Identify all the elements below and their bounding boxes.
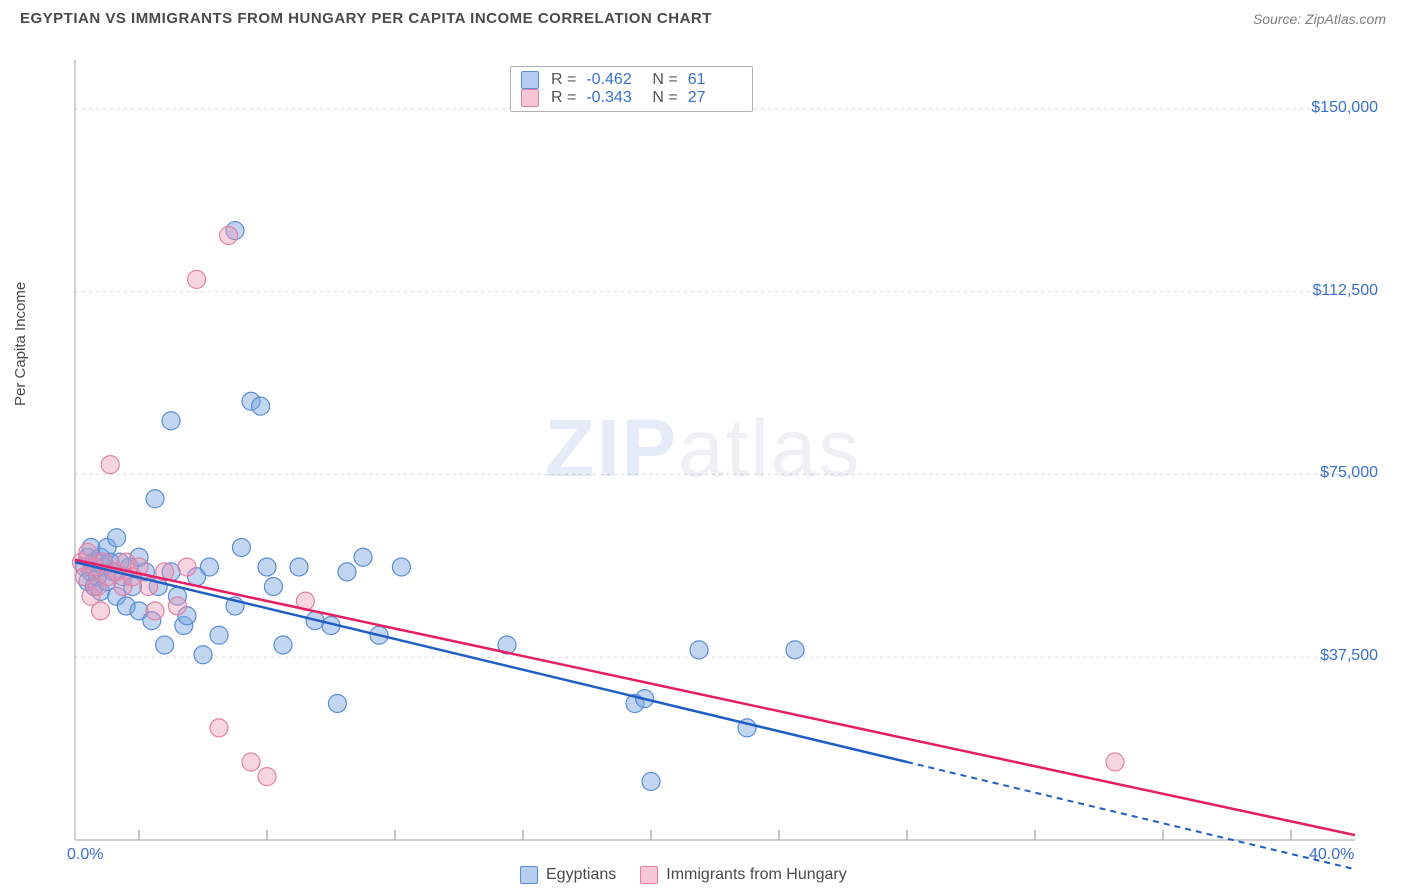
y-tick-label: $150,000: [1311, 99, 1378, 117]
legend-row: R = -0.462 N = 61: [521, 71, 742, 89]
r-label: R =: [551, 89, 576, 107]
series-legend: Egyptians Immigrants from Hungary: [520, 866, 847, 884]
n-label: N =: [652, 71, 677, 89]
n-label: N =: [652, 89, 677, 107]
legend-swatch-icon: [521, 71, 539, 89]
y-tick-label: $112,500: [1312, 282, 1378, 300]
r-value: -0.462: [586, 71, 640, 89]
r-value: -0.343: [586, 89, 640, 107]
x-tick-label: 40.0%: [1309, 846, 1354, 864]
n-value: 61: [688, 71, 742, 89]
series-name: Egyptians: [546, 866, 616, 884]
series-legend-item: Egyptians: [520, 866, 616, 884]
y-tick-label: $37,500: [1320, 647, 1378, 665]
legend-swatch-icon: [640, 866, 658, 884]
y-axis-label: Per Capita Income: [12, 282, 29, 406]
correlation-legend: R = -0.462 N = 61 R = -0.343 N = 27: [510, 66, 753, 112]
chart-area: Per Capita Income ZIPatlas R =-0.462 N =…: [20, 40, 1386, 892]
x-tick-label: 0.0%: [67, 846, 103, 864]
series-legend-item: Immigrants from Hungary: [640, 866, 847, 884]
legend-row: R = -0.343 N = 27: [521, 89, 742, 107]
series-name: Immigrants from Hungary: [666, 866, 847, 884]
n-value: 27: [688, 89, 742, 107]
header: EGYPTIAN VS IMMIGRANTS FROM HUNGARY PER …: [0, 0, 1406, 33]
chart-title: EGYPTIAN VS IMMIGRANTS FROM HUNGARY PER …: [20, 10, 712, 27]
legend-swatch-icon: [520, 866, 538, 884]
source-label: Source: ZipAtlas.com: [1253, 11, 1386, 27]
scatter-plot: [20, 40, 1385, 870]
legend-swatch-icon: [521, 89, 539, 107]
y-tick-label: $75,000: [1320, 464, 1378, 482]
r-label: R =: [551, 71, 576, 89]
